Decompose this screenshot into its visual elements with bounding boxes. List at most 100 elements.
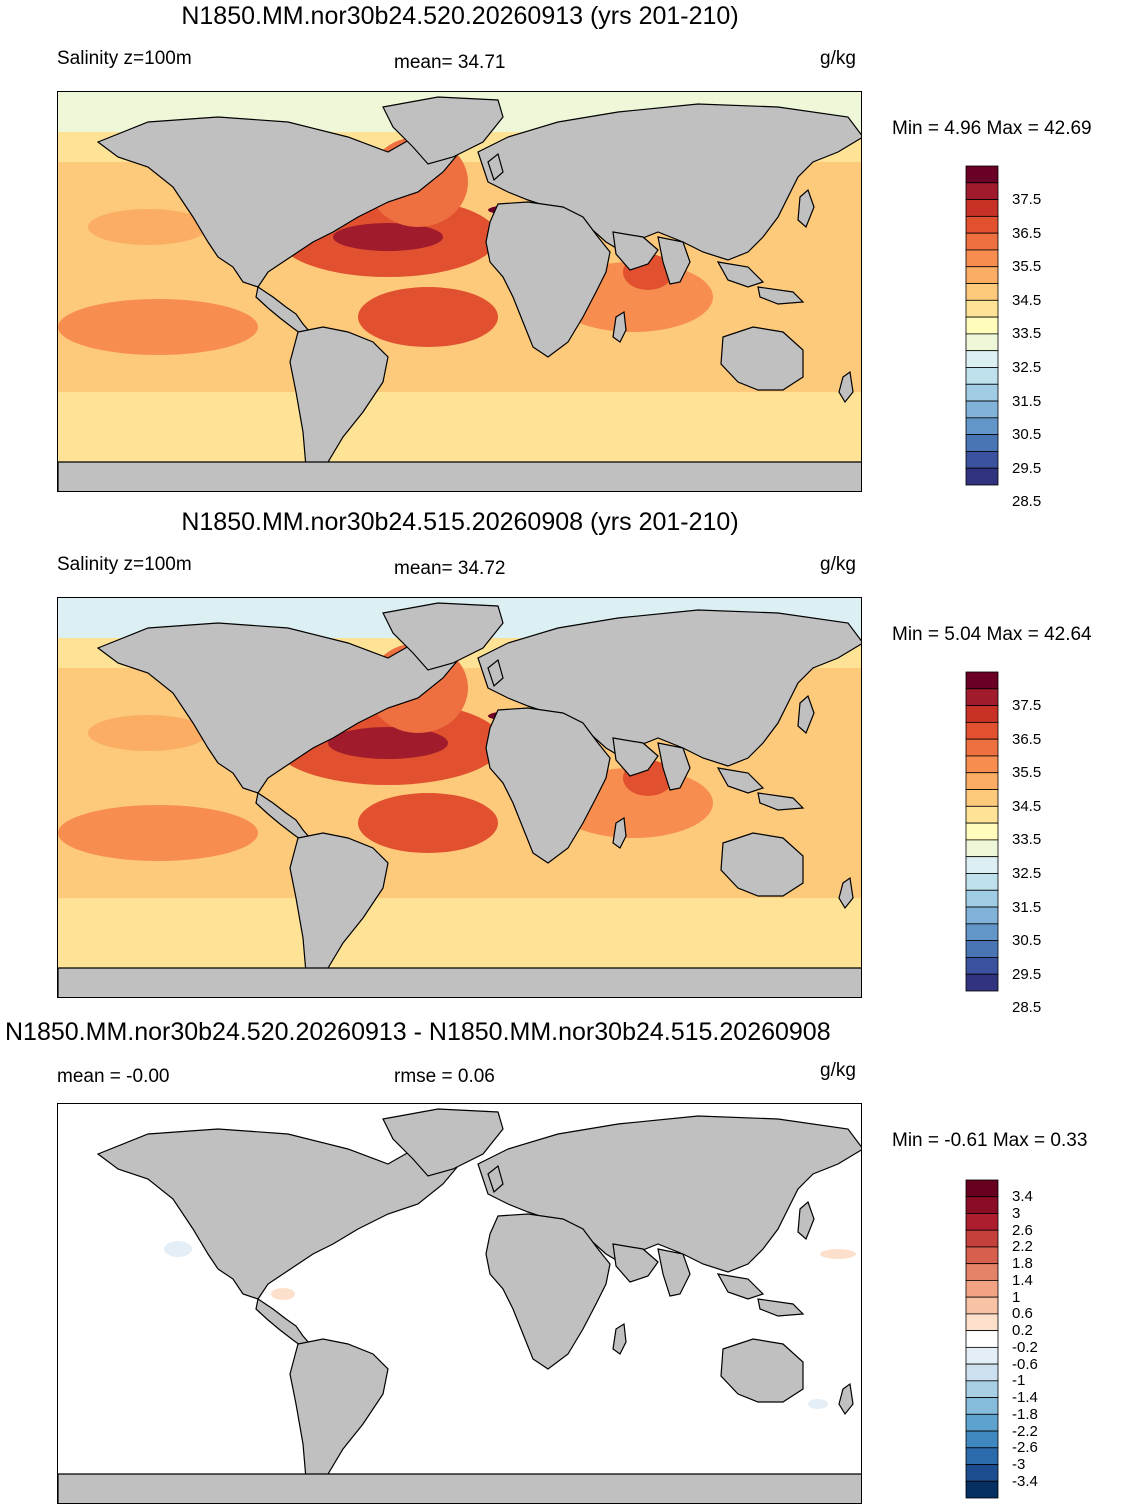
colorbar-box <box>965 1263 999 1281</box>
colorbar-box <box>965 165 999 184</box>
panel2-map <box>57 597 862 998</box>
southern-band <box>58 898 861 968</box>
north-atlantic-core <box>333 223 443 251</box>
colorbar-box <box>965 434 999 452</box>
colorbar-box <box>965 1430 999 1449</box>
colorbar-tick-label: -1.4 <box>1012 1389 1038 1407</box>
panel2-mean-text: mean= 34.72 <box>394 558 506 579</box>
colorbar-tick-label: -0.6 <box>1012 1355 1038 1373</box>
colorbar-box <box>965 283 999 301</box>
diff-patch <box>820 1249 856 1259</box>
colorbar-tick-label: 32.5 <box>1012 864 1042 882</box>
colorbar-box <box>965 1213 999 1231</box>
colorbar-box <box>965 1480 999 1499</box>
colorbar-tick-label: 30.5 <box>1012 426 1042 444</box>
colorbar-box <box>965 215 999 234</box>
colorbar-box <box>965 451 999 469</box>
colorbar-box <box>965 973 999 992</box>
panel3-mean-text: mean = -0.00 <box>57 1066 170 1087</box>
colorbar-tick-label: 0.2 <box>1012 1322 1033 1340</box>
colorbar-tick-label: -1 <box>1012 1372 1026 1390</box>
panel2-title: N1850.MM.nor30b24.515.20260908 (yrs 201-… <box>181 508 739 536</box>
north-pacific-high <box>88 715 208 751</box>
panel3-units: g/kg <box>820 1060 856 1081</box>
colorbar-box <box>965 266 999 284</box>
colorbar-box <box>965 249 999 268</box>
colorbar-box <box>965 1196 999 1214</box>
colorbar-box <box>965 1296 999 1315</box>
colorbar-box <box>965 1413 999 1432</box>
panel3-map-svg <box>58 1104 861 1503</box>
panel1-map <box>57 91 862 492</box>
colorbar-box <box>965 856 999 874</box>
colorbar-box <box>965 957 999 975</box>
colorbar-box <box>965 333 999 352</box>
southern-band <box>58 392 861 462</box>
panel3-title: N1850.MM.nor30b24.520.20260913 - N1850.M… <box>5 1018 831 1046</box>
colorbar-box <box>965 417 999 436</box>
panel2-colorbar <box>965 671 999 992</box>
panel2-units: g/kg <box>820 554 856 575</box>
colorbar-box <box>965 755 999 774</box>
diff-patch <box>271 1288 295 1300</box>
colorbar-tick-label: 33.5 <box>1012 325 1042 343</box>
panel1-minmax: Min = 4.96 Max = 42.69 <box>892 118 1092 139</box>
colorbar-tick-label: 1.4 <box>1012 1271 1033 1289</box>
colorbar-box <box>965 1330 999 1348</box>
colorbar-box <box>965 839 999 858</box>
panel3-colorbar <box>965 1179 999 1499</box>
panel2-variable-label: Salinity z=100m <box>57 554 192 575</box>
colorbar-box <box>965 772 999 790</box>
colorbar-tick-label: 3 <box>1012 1204 1021 1222</box>
colorbar-box <box>965 1363 999 1382</box>
colorbar-box <box>965 906 999 925</box>
colorbar-box <box>965 299 999 318</box>
colorbar-tick-label: 31.5 <box>1012 392 1042 410</box>
colorbar-box <box>965 367 999 385</box>
colorbar-tick-label: -2.6 <box>1012 1439 1038 1457</box>
colorbar-box <box>965 940 999 958</box>
colorbar-box <box>965 1397 999 1415</box>
colorbar-tick-label: 31.5 <box>1012 898 1042 916</box>
panel3-minmax: Min = -0.61 Max = 0.33 <box>892 1130 1088 1151</box>
colorbar-tick-label: 36.5 <box>1012 730 1042 748</box>
colorbar-box <box>965 738 999 757</box>
colorbar-tick-label: 2.6 <box>1012 1221 1033 1239</box>
panel1-mean-text: mean= 34.71 <box>394 52 506 73</box>
colorbar-tick-label: 30.5 <box>1012 932 1042 950</box>
colorbar-box <box>965 705 999 723</box>
panel1-variable-label: Salinity z=100m <box>57 48 192 69</box>
colorbar-tick-label: 34.5 <box>1012 291 1042 309</box>
colorbar-tick-label: 32.5 <box>1012 358 1042 376</box>
colorbar-box <box>965 805 999 824</box>
panel2-map-svg <box>58 598 861 997</box>
colorbar-tick-label: 35.5 <box>1012 764 1042 782</box>
colorbar-tick-label: -2.2 <box>1012 1422 1038 1440</box>
colorbar-box <box>965 1447 999 1465</box>
colorbar-box <box>965 1464 999 1482</box>
panel1-title: N1850.MM.nor30b24.520.20260913 (yrs 201-… <box>181 2 739 30</box>
colorbar-box <box>965 316 999 335</box>
colorbar-tick-label: 37.5 <box>1012 191 1042 209</box>
colorbar-tick-label: 36.5 <box>1012 224 1042 242</box>
colorbar-tick-label: 29.5 <box>1012 459 1042 477</box>
colorbar-box <box>965 1229 999 1248</box>
colorbar-box <box>965 721 999 740</box>
colorbar-box <box>965 467 999 486</box>
colorbar-box <box>965 1280 999 1298</box>
colorbar-tick-label: 1.8 <box>1012 1255 1033 1273</box>
diff-patch <box>808 1399 828 1409</box>
colorbar-tick-label: 33.5 <box>1012 831 1042 849</box>
colorbar-tick-label: 3.4 <box>1012 1188 1033 1206</box>
north-pacific-high <box>88 209 208 245</box>
colorbar-tick-label: 35.5 <box>1012 258 1042 276</box>
panel3-colorbar-svg <box>965 1179 999 1499</box>
colorbar-box <box>965 1346 999 1365</box>
south-atlantic-high <box>358 793 498 853</box>
panel1-map-svg <box>58 92 861 491</box>
colorbar-box <box>965 671 999 690</box>
colorbar-box <box>965 1313 999 1332</box>
colorbar-tick-label: 1 <box>1012 1288 1021 1306</box>
panel3-rmse-text: rmse = 0.06 <box>394 1066 495 1087</box>
colorbar-tick-label: -1.8 <box>1012 1405 1038 1423</box>
